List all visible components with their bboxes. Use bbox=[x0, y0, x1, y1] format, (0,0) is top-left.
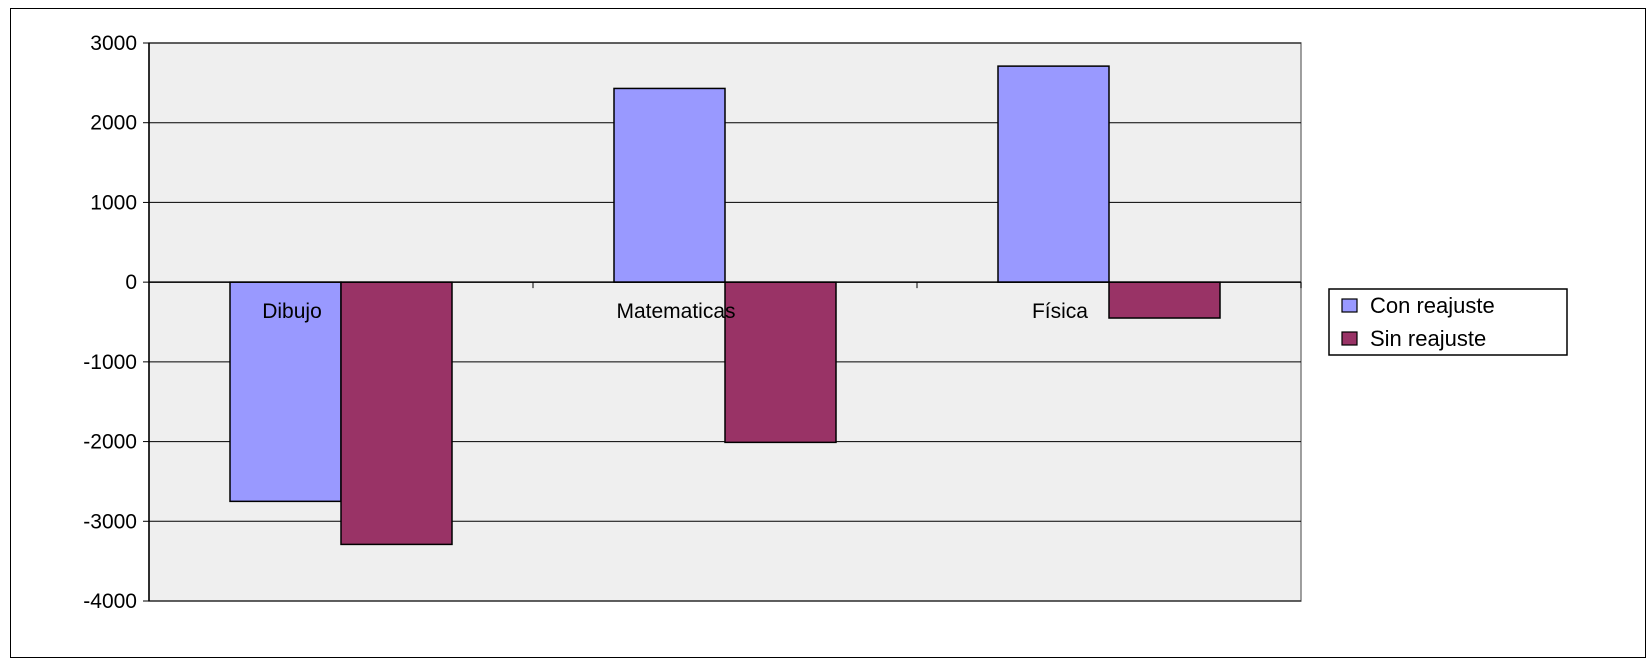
y-tick-label: -4000 bbox=[83, 590, 137, 613]
legend-swatch-sin-reajuste bbox=[1341, 331, 1358, 346]
legend-label: Con reajuste bbox=[1370, 293, 1495, 318]
category-label: Dibujo bbox=[262, 300, 322, 323]
category-label: Matematicas bbox=[616, 300, 735, 323]
bar-sin-reajuste-0 bbox=[340, 281, 453, 546]
legend-label: Sin reajuste bbox=[1370, 326, 1486, 351]
legend-swatch-con-reajuste bbox=[1341, 298, 1358, 313]
bar-con-reajuste-0 bbox=[229, 281, 342, 503]
y-tick-label: -1000 bbox=[83, 351, 137, 374]
bar-con-reajuste-2 bbox=[997, 65, 1110, 283]
plot-area: 3000 2000 1000 0 -1000 -2000 -3000 -4000 Dibujo M… bbox=[83, 32, 1302, 613]
bar-chart: 3000 2000 1000 0 -1000 -2000 -3000 -4000 Dibujo M… bbox=[83, 32, 1568, 613]
bar-con-reajuste-1 bbox=[613, 87, 726, 283]
y-tick-label: -2000 bbox=[83, 431, 137, 454]
bar-sin-reajuste-1 bbox=[724, 281, 837, 444]
category-label: Física bbox=[1032, 300, 1088, 323]
y-tick-label: 2000 bbox=[90, 112, 137, 135]
y-tick-label: 0 bbox=[125, 271, 137, 294]
legend: Con reajuste Sin reajuste bbox=[1328, 288, 1568, 356]
y-tick-label: 1000 bbox=[90, 191, 137, 214]
bar-sin-reajuste-2 bbox=[1108, 281, 1221, 319]
y-tick-label: -3000 bbox=[83, 510, 137, 533]
y-tick-label: 3000 bbox=[90, 32, 137, 55]
chart-frame: 3000 2000 1000 0 -1000 -2000 -3000 -4000 Dibujo M… bbox=[10, 8, 1646, 658]
legend-box bbox=[1328, 288, 1568, 356]
